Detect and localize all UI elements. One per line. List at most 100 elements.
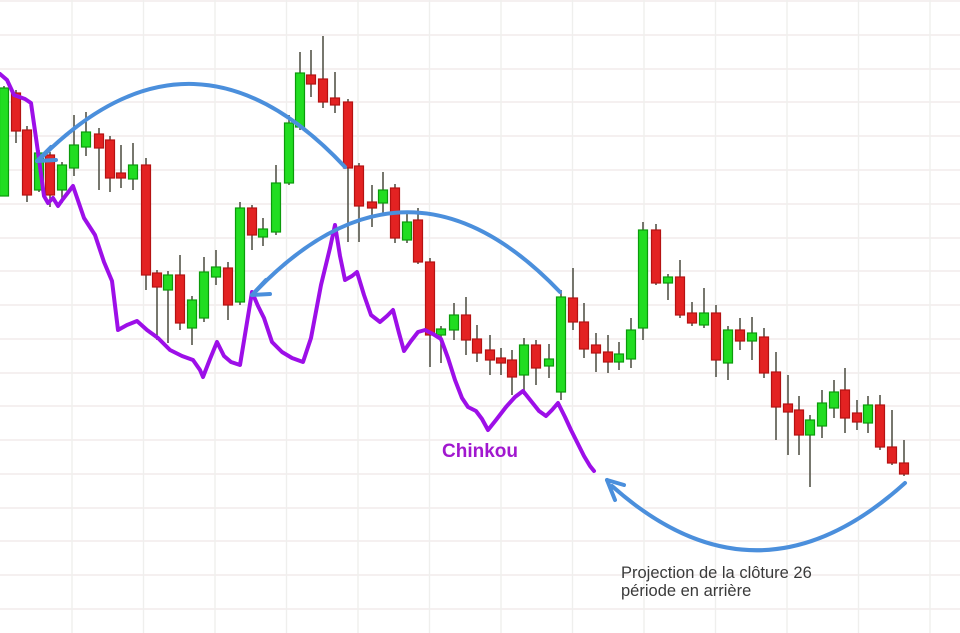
arrow-arc	[610, 481, 907, 553]
candle-down	[366, 185, 378, 227]
candle-down	[686, 302, 698, 326]
candle-up	[448, 303, 460, 340]
candle-up	[613, 342, 625, 370]
candle-body	[662, 276, 674, 284]
candle-body	[886, 446, 898, 464]
candle-body	[198, 271, 210, 319]
candle-body	[898, 462, 910, 475]
candle-body	[257, 228, 269, 238]
candle-body	[317, 78, 329, 103]
candle-body	[484, 349, 496, 361]
candle-body	[625, 329, 637, 360]
candle-up	[625, 318, 637, 368]
arrowhead-icon	[605, 478, 617, 502]
candle-body	[710, 312, 722, 361]
candle-down	[140, 158, 152, 290]
chinkou-span-polyline	[0, 72, 596, 473]
candle-down	[602, 335, 614, 373]
candle-up	[816, 390, 828, 438]
candle-up	[257, 218, 269, 246]
candle-up	[68, 115, 80, 176]
candle-down	[793, 396, 805, 455]
candle-body	[140, 164, 152, 276]
candle-body	[518, 344, 530, 376]
candle-up	[555, 290, 567, 400]
candle-body	[530, 344, 542, 369]
candle-up	[543, 344, 555, 378]
candle-body	[674, 276, 686, 316]
candle-body	[874, 404, 886, 448]
candle-down	[495, 348, 507, 375]
candle-down	[590, 333, 602, 372]
candle-down	[471, 325, 483, 362]
projection-annotation: Projection de la clôture 26 période en a…	[621, 564, 812, 600]
candle-up	[804, 415, 816, 487]
candle-up	[518, 338, 530, 395]
candle-down	[342, 99, 354, 242]
candle-down	[305, 50, 317, 97]
candle-body	[686, 312, 698, 324]
candle-body	[10, 92, 22, 132]
candle-up	[234, 202, 246, 305]
candle-down	[151, 270, 163, 340]
candle-up	[283, 115, 295, 185]
candle-up	[186, 296, 198, 345]
candle-down	[329, 72, 341, 113]
candle-body	[637, 229, 649, 329]
candle-body	[222, 267, 234, 306]
candle-down	[21, 126, 33, 202]
annotation-arrows	[35, 82, 907, 553]
candle-body	[56, 164, 68, 191]
candle-down	[460, 297, 472, 355]
candle-body	[734, 329, 746, 342]
candle-body	[366, 201, 378, 209]
candle-down	[710, 305, 722, 377]
candle-body	[435, 328, 447, 336]
candle-body	[650, 229, 662, 284]
candle-body	[342, 101, 354, 169]
candle-body	[758, 336, 770, 374]
candle-down	[898, 440, 910, 476]
candle-body	[234, 207, 246, 303]
candle-body	[246, 207, 258, 236]
candle-body	[722, 329, 734, 364]
arrowhead-icon	[250, 292, 272, 297]
candle-down	[530, 340, 542, 385]
candle-down	[93, 128, 105, 190]
candle-body	[424, 261, 436, 336]
candle-body	[495, 357, 507, 364]
candle-up	[746, 317, 758, 360]
candle-body	[162, 274, 174, 291]
candle-body	[377, 189, 389, 204]
candle-up	[127, 143, 139, 190]
candle-body	[283, 122, 295, 184]
candle-body	[816, 402, 828, 427]
candle-body	[115, 172, 127, 179]
candle-body	[506, 359, 518, 378]
candle-down	[424, 258, 436, 367]
candle-body	[567, 297, 579, 323]
candle-body	[613, 353, 625, 363]
arrowhead-icon	[250, 278, 268, 297]
candle-body	[80, 131, 92, 148]
candle-body	[770, 371, 782, 408]
candle-up	[162, 271, 174, 343]
candle-down	[758, 328, 770, 378]
candle-body	[0, 87, 10, 197]
arc-left-arrow	[35, 82, 347, 169]
candle-up	[401, 213, 413, 243]
candle-body	[44, 154, 56, 196]
candle-body	[294, 72, 306, 128]
candle-body	[578, 321, 590, 350]
candle-down	[104, 136, 116, 192]
candle-body	[93, 133, 105, 149]
candle-up	[198, 257, 210, 322]
candle-body	[21, 129, 33, 196]
candle-down	[650, 224, 662, 285]
candle-up	[56, 162, 68, 203]
candle-body	[305, 74, 317, 85]
candle-body	[543, 358, 555, 367]
chinkou-label: Chinkou	[442, 441, 518, 462]
candle-body	[590, 344, 602, 354]
